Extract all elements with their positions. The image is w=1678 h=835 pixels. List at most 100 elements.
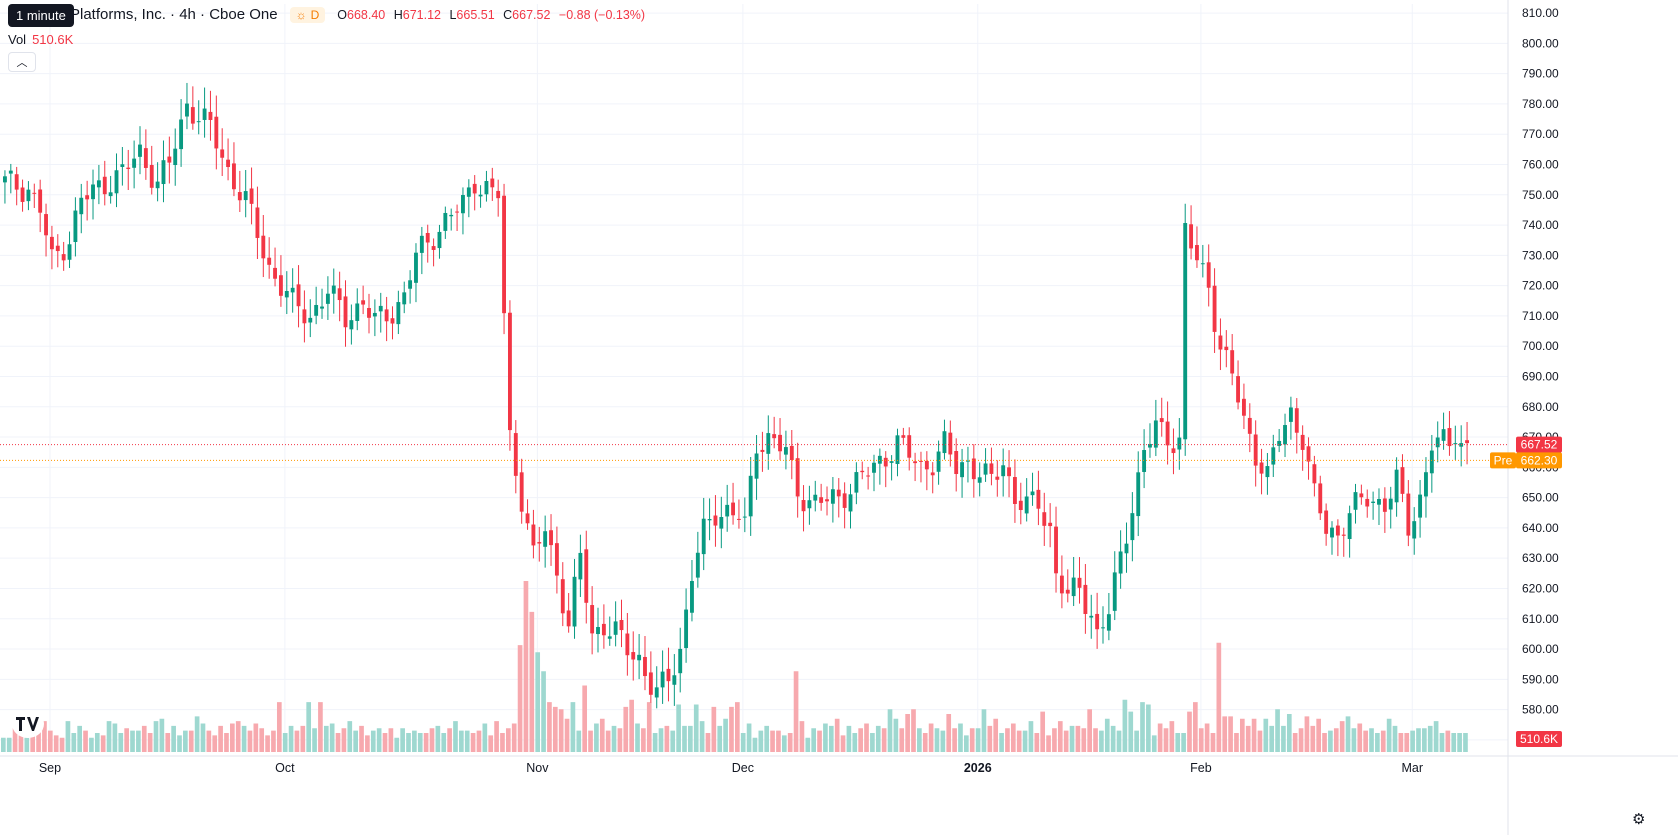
candle-body [337, 288, 342, 301]
volume-bar [194, 716, 200, 752]
volume-bar [1357, 723, 1363, 752]
volume-bar [1128, 711, 1134, 752]
volume-bar [787, 733, 793, 752]
candle-body [924, 460, 929, 470]
volume-bar [206, 730, 212, 752]
candle-body [1177, 437, 1182, 450]
chevron-up-icon: ︿ [16, 57, 28, 69]
candle-body [120, 164, 125, 167]
candle-body [619, 619, 624, 631]
candle-body [296, 284, 301, 307]
volume-bar [177, 735, 182, 752]
candle-body [1453, 443, 1458, 445]
volume-bar [928, 723, 934, 752]
volume-bar [588, 730, 593, 752]
volume-bar [1234, 733, 1239, 752]
volume-bar [752, 737, 758, 752]
candle-body [1171, 448, 1176, 454]
candle-body [79, 197, 84, 215]
volume-bar [1369, 728, 1374, 752]
candle-body [8, 170, 13, 174]
volume-bar [141, 725, 147, 752]
volume-bar [764, 725, 770, 752]
volume-bar [1016, 730, 1022, 752]
volume-bar [1386, 718, 1392, 752]
volume-bar [235, 721, 241, 752]
volume-bar [746, 723, 752, 752]
x-tick-label: Oct [275, 761, 295, 775]
candle-body [243, 191, 248, 201]
volume-bar [975, 728, 981, 752]
volume-bar [717, 725, 723, 752]
candle-body [772, 434, 777, 439]
volume-bar [323, 725, 329, 752]
candle-body [1077, 577, 1082, 588]
volume-bar [893, 718, 899, 752]
volume-bar [605, 730, 611, 752]
volume-bar [230, 723, 235, 752]
candle-body [1065, 589, 1070, 594]
candle-body [942, 431, 947, 454]
candle-body [196, 121, 201, 123]
candle-body [854, 472, 859, 493]
volume-bar [529, 611, 535, 752]
volume-bar [12, 728, 18, 752]
candle-body [783, 447, 788, 455]
volume-bar [705, 733, 711, 752]
volume-bar [1410, 730, 1415, 752]
candle-body [396, 302, 401, 325]
volume-bar [400, 728, 405, 752]
candle-body [1306, 446, 1311, 462]
volume-bar [30, 730, 36, 752]
volume-bar [1028, 721, 1034, 752]
candle-body [825, 499, 829, 502]
session-badge[interactable]: ☼ D [289, 6, 326, 23]
candle-body [1277, 440, 1282, 446]
candle-body [232, 163, 236, 190]
session-badge-label: D [310, 7, 320, 22]
volume-bar [1439, 733, 1445, 752]
candle-body [1465, 440, 1469, 444]
candle-body [971, 458, 976, 480]
candle-body [596, 626, 600, 635]
volume-bar [1375, 733, 1380, 752]
y-tick-label: 590.00 [1522, 672, 1559, 686]
candle-body [378, 305, 383, 312]
volume-bar [329, 723, 335, 752]
symbol-title[interactable]: Platforms, Inc. · 4h · Cboe One [70, 6, 278, 23]
candle-body [1253, 434, 1258, 466]
volume-bar [1034, 733, 1040, 752]
y-tick-label: 620.00 [1522, 581, 1559, 595]
volume-bar [1157, 723, 1163, 752]
volume-bar [459, 730, 464, 752]
candle-body [807, 500, 812, 509]
candle-body [572, 576, 577, 627]
volume-bar [917, 728, 922, 752]
volume-bar [946, 714, 952, 752]
volume-bar [183, 730, 188, 752]
gear-icon[interactable]: ⚙ [1632, 811, 1646, 828]
candle-body [1247, 417, 1252, 434]
volume-bar [1269, 725, 1275, 752]
volume-bar [1069, 725, 1075, 752]
volume-bar [1222, 716, 1228, 752]
volume-bar [1163, 728, 1169, 752]
collapse-legend-button[interactable]: ︿ [8, 52, 36, 72]
candle-body [1142, 450, 1147, 472]
volume-bar [1169, 721, 1175, 752]
candle-body [936, 451, 941, 472]
volume-bar [1339, 721, 1345, 752]
candle-body [766, 433, 771, 454]
volume-bar [18, 735, 24, 752]
candle-body [96, 180, 101, 188]
tv-logo-glyph [16, 717, 39, 731]
tradingview-logo-icon[interactable] [12, 710, 44, 738]
volume-bar [964, 735, 969, 752]
candle-body [161, 160, 166, 185]
open-value: 668.40 [347, 7, 386, 22]
candle-body [948, 432, 953, 455]
volume-bar [1140, 702, 1145, 752]
y-tick-label: 690.00 [1522, 369, 1559, 383]
